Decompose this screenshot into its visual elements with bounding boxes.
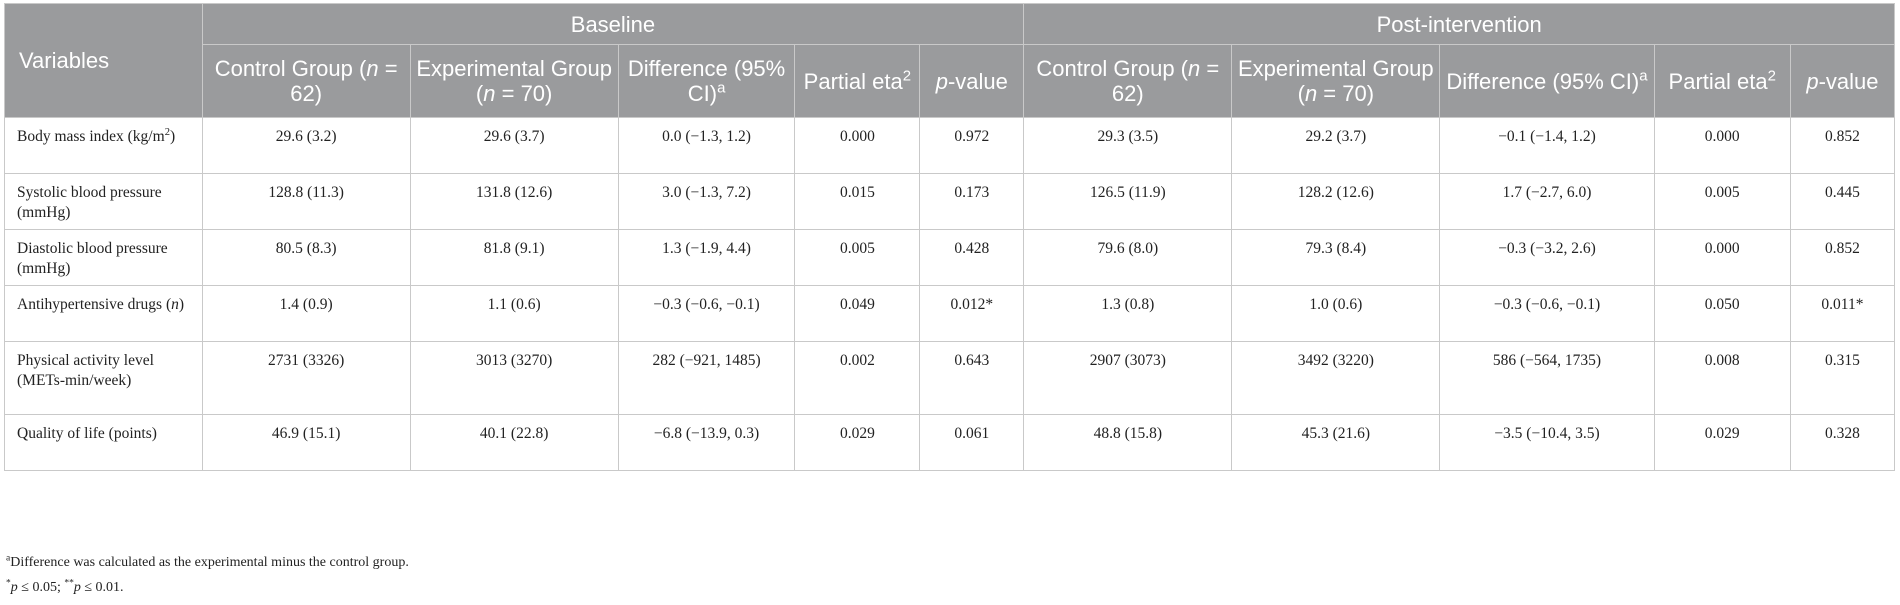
systolic-baseline-control-group-cell: 128.8 (11.3) (202, 174, 410, 230)
systolic-baseline-partial-eta-cell: 0.015 (795, 174, 920, 230)
quality-of-life-baseline-partial-eta-cell: 0.029 (795, 415, 920, 471)
physical-activity-baseline-p-value-cell: 0.643 (920, 342, 1024, 415)
quality-of-life-post-difference-cell: −3.5 (−10.4, 3.5) (1440, 415, 1654, 471)
diastolic-post-experimental-group-cell: 79.3 (8.4) (1232, 230, 1440, 286)
bmi-baseline-p-value-cell: 0.972 (920, 118, 1024, 174)
antihypertensive-post-difference-cell: −0.3 (−0.6, −0.1) (1440, 286, 1654, 342)
table-row: Systolic blood pressure (mmHg) 128.8 (11.… (5, 174, 1895, 230)
row-label-bmi: Body mass index (kg/m2) (5, 118, 203, 174)
antihypertensive-post-control-group-cell: 1.3 (0.8) (1024, 286, 1232, 342)
systolic-post-partial-eta-cell: 0.005 (1654, 174, 1790, 230)
diastolic-baseline-experimental-group-cell: 81.8 (9.1) (410, 230, 618, 286)
footnote-difference: aDifference was calculated as the experi… (6, 555, 409, 571)
quality-of-life-baseline-difference-cell: −6.8 (−13.9, 0.3) (618, 415, 795, 471)
physical-activity-post-experimental-group-cell: 3492 (3220) (1232, 342, 1440, 415)
table-row: Antihypertensive drugs (n) 1.4 (0.9) 1.1 (… (5, 286, 1895, 342)
table-row: Physical activity level (METs-min/week) 2… (5, 342, 1895, 415)
bmi-post-control-group-cell: 29.3 (3.5) (1024, 118, 1232, 174)
quality-of-life-baseline-experimental-group-cell: 40.1 (22.8) (410, 415, 618, 471)
antihypertensive-baseline-experimental-group-cell: 1.1 (0.6) (410, 286, 618, 342)
physical-activity-baseline-experimental-group-cell: 3013 (3270) (410, 342, 618, 415)
post-control-group-header: Control Group (n = 62) (1024, 45, 1232, 118)
diastolic-baseline-control-group-cell: 80.5 (8.3) (202, 230, 410, 286)
table-row: Body mass index (kg/m2) 29.6 (3.2) 29.6 (3… (5, 118, 1895, 174)
systolic-post-p-value-cell: 0.445 (1790, 174, 1894, 230)
antihypertensive-baseline-difference-cell: −0.3 (−0.6, −0.1) (618, 286, 795, 342)
diastolic-baseline-p-value-cell: 0.428 (920, 230, 1024, 286)
antihypertensive-post-p-value-cell: 0.011* (1790, 286, 1894, 342)
bmi-baseline-partial-eta-cell: 0.000 (795, 118, 920, 174)
physical-activity-post-p-value-cell: 0.315 (1790, 342, 1894, 415)
diastolic-post-control-group-cell: 79.6 (8.0) (1024, 230, 1232, 286)
results-table: Variables Baseline Post-intervention Con… (4, 3, 1895, 471)
baseline-p-value-header: p-value (920, 45, 1024, 118)
antihypertensive-post-partial-eta-cell: 0.050 (1654, 286, 1790, 342)
row-label-quality-of-life: Quality of life (points) (5, 415, 203, 471)
baseline-experimental-group-header: Experimental Group (n = 70) (410, 45, 618, 118)
post-difference-header: Difference (95% CI)a (1440, 45, 1654, 118)
row-label-systolic: Systolic blood pressure (mmHg) (5, 174, 203, 230)
quality-of-life-post-experimental-group-cell: 45.3 (21.6) (1232, 415, 1440, 471)
antihypertensive-baseline-partial-eta-cell: 0.049 (795, 286, 920, 342)
row-label-antihypertensive: Antihypertensive drugs (n) (5, 286, 203, 342)
row-label-physical-activity: Physical activity level (METs-min/week) (5, 342, 203, 415)
physical-activity-baseline-partial-eta-cell: 0.002 (795, 342, 920, 415)
bmi-baseline-difference-cell: 0.0 (−1.3, 1.2) (618, 118, 795, 174)
physical-activity-post-control-group-cell: 2907 (3073) (1024, 342, 1232, 415)
diastolic-baseline-partial-eta-cell: 0.005 (795, 230, 920, 286)
post-experimental-group-header: Experimental Group (n = 70) (1232, 45, 1440, 118)
quality-of-life-baseline-p-value-cell: 0.061 (920, 415, 1024, 471)
systolic-post-experimental-group-cell: 128.2 (12.6) (1232, 174, 1440, 230)
bmi-post-partial-eta-cell: 0.000 (1654, 118, 1790, 174)
bmi-post-p-value-cell: 0.852 (1790, 118, 1894, 174)
post-intervention-group-header: Post-intervention (1024, 4, 1895, 45)
bmi-baseline-control-group-cell: 29.6 (3.2) (202, 118, 410, 174)
table-row: Diastolic blood pressure (mmHg) 80.5 (8.3… (5, 230, 1895, 286)
diastolic-post-p-value-cell: 0.852 (1790, 230, 1894, 286)
systolic-baseline-p-value-cell: 0.173 (920, 174, 1024, 230)
physical-activity-baseline-control-group-cell: 2731 (3326) (202, 342, 410, 415)
baseline-group-header: Baseline (202, 4, 1024, 45)
physical-activity-baseline-difference-cell: 282 (−921, 1485) (618, 342, 795, 415)
physical-activity-post-partial-eta-cell: 0.008 (1654, 342, 1790, 415)
post-p-value-header: p-value (1790, 45, 1894, 118)
antihypertensive-baseline-p-value-cell: 0.012* (920, 286, 1024, 342)
post-partial-eta-header: Partial eta2 (1654, 45, 1790, 118)
quality-of-life-baseline-control-group-cell: 46.9 (15.1) (202, 415, 410, 471)
bmi-post-difference-cell: −0.1 (−1.4, 1.2) (1440, 118, 1654, 174)
diastolic-post-difference-cell: −0.3 (−3.2, 2.6) (1440, 230, 1654, 286)
bmi-baseline-experimental-group-cell: 29.6 (3.7) (410, 118, 618, 174)
diastolic-post-partial-eta-cell: 0.000 (1654, 230, 1790, 286)
diastolic-baseline-difference-cell: 1.3 (−1.9, 4.4) (618, 230, 795, 286)
baseline-difference-header: Difference (95% CI)a (618, 45, 795, 118)
variables-header: Variables (5, 4, 203, 118)
systolic-baseline-experimental-group-cell: 131.8 (12.6) (410, 174, 618, 230)
table-row: Quality of life (points) 46.9 (15.1) 40.1 … (5, 415, 1895, 471)
physical-activity-post-difference-cell: 586 (−564, 1735) (1440, 342, 1654, 415)
systolic-post-control-group-cell: 126.5 (11.9) (1024, 174, 1232, 230)
footnote-significance: *p ≤ 0.05; **p ≤ 0.01. (6, 580, 124, 596)
antihypertensive-baseline-control-group-cell: 1.4 (0.9) (202, 286, 410, 342)
systolic-post-difference-cell: 1.7 (−2.7, 6.0) (1440, 174, 1654, 230)
quality-of-life-post-p-value-cell: 0.328 (1790, 415, 1894, 471)
baseline-control-group-header: Control Group (n = 62) (202, 45, 410, 118)
quality-of-life-post-partial-eta-cell: 0.029 (1654, 415, 1790, 471)
quality-of-life-post-control-group-cell: 48.8 (15.8) (1024, 415, 1232, 471)
bmi-post-experimental-group-cell: 29.2 (3.7) (1232, 118, 1440, 174)
baseline-partial-eta-header: Partial eta2 (795, 45, 920, 118)
row-label-diastolic: Diastolic blood pressure (mmHg) (5, 230, 203, 286)
antihypertensive-post-experimental-group-cell: 1.0 (0.6) (1232, 286, 1440, 342)
systolic-baseline-difference-cell: 3.0 (−1.3, 7.2) (618, 174, 795, 230)
